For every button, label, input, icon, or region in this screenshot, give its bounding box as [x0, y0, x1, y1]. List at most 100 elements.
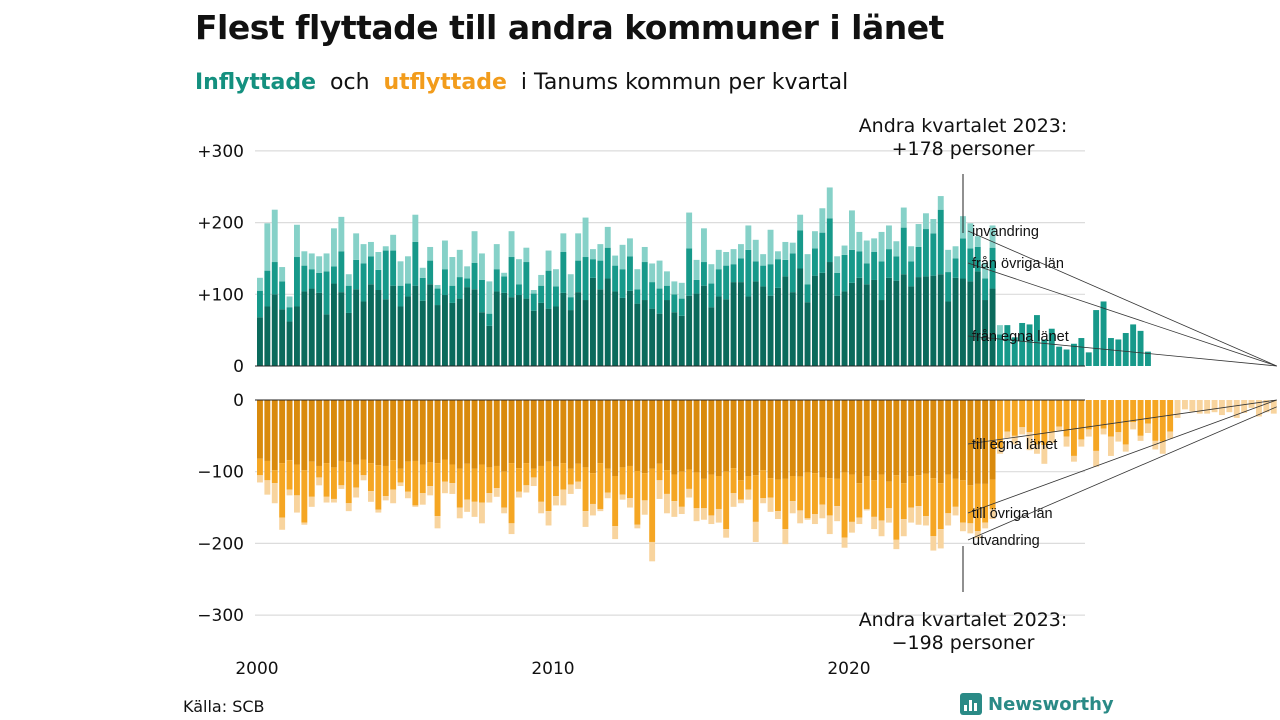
bar-in-1	[1004, 325, 1011, 366]
bar-out-1	[701, 478, 707, 509]
bar-in-2	[604, 226, 611, 248]
bar-out-1	[286, 460, 293, 490]
bar-out-1	[841, 472, 848, 538]
bar-in-1	[856, 251, 863, 278]
bar-out-1	[316, 465, 323, 478]
bar-out-2	[619, 494, 626, 500]
bar-out-0	[664, 400, 670, 471]
bar-out-1	[612, 476, 619, 527]
bar-out-1	[486, 467, 493, 494]
bar-out-2	[1167, 431, 1174, 439]
bar-in-0	[900, 274, 907, 366]
bar-out-2	[789, 501, 796, 514]
bar-out-0	[686, 400, 693, 470]
bar-in-0	[560, 292, 567, 366]
brand-name: Newsworthy	[988, 693, 1114, 715]
bar-in-2	[271, 209, 278, 263]
bar-out-0	[886, 400, 892, 482]
legend-out-0: till egna länet	[972, 437, 1057, 453]
bar-out-1	[871, 480, 878, 517]
bar-out-2	[834, 506, 841, 522]
annotation-bottom-line1: Andra kvartalet 2023:	[859, 609, 1068, 631]
bar-out-0	[937, 400, 944, 484]
bar-out-0	[715, 400, 722, 477]
bar-out-2	[582, 511, 589, 527]
bar-in-1	[553, 286, 559, 307]
bar-out-1	[375, 465, 382, 510]
bar-in-1	[301, 265, 308, 292]
bar-out-0	[841, 400, 848, 473]
bar-in-0	[464, 287, 471, 366]
bar-out-0	[863, 400, 870, 477]
bar-in-1	[1122, 333, 1129, 366]
bar-in-1	[989, 247, 996, 289]
bar-out-2	[1063, 436, 1070, 447]
bar-out-2	[338, 485, 345, 489]
bar-in-0	[405, 296, 411, 366]
bar-out-1	[560, 463, 567, 490]
bar-in-0	[723, 299, 730, 366]
bar-in-0	[567, 310, 574, 366]
bar-out-0	[656, 400, 663, 464]
bar-in-1	[826, 218, 833, 263]
bar-out-2	[893, 539, 900, 550]
bar-out-2	[1100, 428, 1107, 435]
subtitle-och: och	[330, 70, 370, 95]
bar-out-2	[723, 529, 730, 538]
bar-in-2	[634, 269, 641, 290]
bar-in-0	[641, 300, 648, 366]
bar-out-2	[745, 489, 752, 500]
bar-out-1	[863, 476, 870, 509]
bar-in-0	[434, 305, 441, 366]
bar-in-0	[530, 310, 537, 366]
bar-out-1	[353, 464, 360, 488]
bar-out-2	[812, 514, 818, 525]
bar-in-1	[523, 262, 530, 299]
bar-in-1	[649, 282, 656, 309]
bar-in-0	[419, 300, 426, 366]
bar-out-2	[360, 475, 367, 481]
bar-out-2	[1241, 400, 1248, 413]
bar-in-0	[804, 302, 811, 366]
bar-in-1	[767, 264, 774, 296]
bar-out-0	[308, 400, 315, 462]
bar-in-0	[701, 285, 707, 366]
annotation-top-line1: Andra kvartalet 2023:	[859, 115, 1068, 137]
bar-out-2	[464, 499, 471, 512]
bar-in-2	[841, 245, 848, 255]
bar-out-1	[834, 478, 841, 507]
bar-out-0	[923, 400, 929, 474]
bar-in-2	[419, 267, 426, 278]
bar-out-0	[930, 400, 937, 479]
bar-in-1	[804, 284, 811, 303]
bar-out-2	[508, 523, 515, 535]
bar-in-1	[493, 269, 500, 292]
bar-out-1	[516, 468, 522, 492]
bar-out-1	[1159, 400, 1166, 442]
bar-in-2	[834, 256, 841, 273]
bar-out-2	[412, 505, 419, 507]
bar-out-2	[849, 521, 855, 533]
bar-in-1	[752, 261, 759, 282]
bar-out-2	[553, 496, 559, 506]
bar-out-1	[553, 466, 559, 497]
bar-out-1	[331, 467, 337, 499]
bar-out-1	[1115, 400, 1122, 433]
bar-in-2	[752, 239, 759, 262]
bar-in-1	[331, 266, 337, 284]
bar-out-1	[686, 469, 693, 489]
bar-out-2	[612, 526, 619, 540]
bar-in-0	[923, 276, 929, 366]
bar-out-1	[819, 477, 826, 505]
bar-in-0	[545, 308, 552, 366]
chart-title: Flest flyttade till andra kommuner i län…	[195, 8, 944, 47]
bar-in-2	[368, 241, 374, 257]
bar-in-2	[597, 244, 604, 261]
bar-out-2	[397, 482, 404, 487]
legend-out-1: till övriga län	[972, 506, 1053, 522]
bar-out-2	[286, 489, 293, 496]
bar-in-2	[301, 251, 308, 266]
bar-in-1	[893, 256, 900, 281]
bar-out-2	[738, 499, 744, 504]
bar-in-1	[264, 270, 271, 307]
